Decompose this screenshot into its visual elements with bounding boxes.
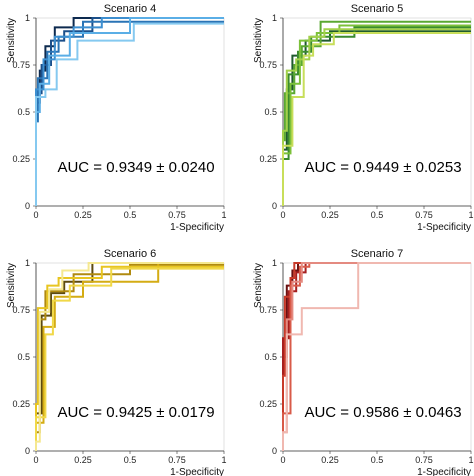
y-tick-label: 0.5 bbox=[264, 107, 277, 117]
x-axis-label: 1-Specificity bbox=[417, 467, 471, 476]
auc-annotation: AUC = 0.9425 ± 0.0179 bbox=[57, 404, 214, 421]
x-tick-label: 0 bbox=[33, 455, 38, 465]
x-tick-label: 0.75 bbox=[415, 455, 433, 465]
y-tick-label: 0 bbox=[25, 446, 30, 456]
y-tick-label: 1 bbox=[272, 13, 277, 23]
x-tick-label: 0.25 bbox=[321, 210, 339, 220]
x-tick-label: 0.25 bbox=[74, 455, 92, 465]
x-tick-label: 0.75 bbox=[168, 455, 186, 465]
roc-curve-3 bbox=[35, 20, 224, 206]
y-tick-label: 0.25 bbox=[12, 154, 30, 164]
x-tick-label: 0.75 bbox=[168, 210, 186, 220]
y-tick-label: 1 bbox=[25, 258, 30, 268]
y-tick-label: 1 bbox=[25, 13, 30, 23]
x-axis-label: 1-Specificity bbox=[170, 222, 224, 233]
roc-curve-4 bbox=[282, 24, 471, 206]
x-tick-label: 0.25 bbox=[74, 210, 92, 220]
roc-curve-1 bbox=[282, 30, 471, 206]
roc-curve-6 bbox=[282, 32, 471, 206]
roc-curve-3 bbox=[35, 262, 224, 451]
x-tick-label: 0.5 bbox=[124, 455, 137, 465]
x-axis-label: 1-Specificity bbox=[170, 467, 224, 476]
x-tick-label: 0.75 bbox=[415, 210, 433, 220]
y-tick-label: 0.25 bbox=[12, 399, 30, 409]
y-axis-label: Sensitivity bbox=[253, 18, 264, 63]
roc-curve-6 bbox=[35, 22, 224, 206]
auc-annotation: AUC = 0.9586 ± 0.0463 bbox=[304, 404, 461, 421]
roc-curve-1 bbox=[282, 262, 471, 451]
y-tick-label: 0.75 bbox=[12, 60, 30, 70]
roc-curve-4 bbox=[282, 262, 471, 451]
plot-frame bbox=[282, 262, 472, 452]
y-tick-label: 0.75 bbox=[12, 305, 30, 315]
x-tick-label: 1 bbox=[468, 210, 473, 220]
y-tick-label: 0.5 bbox=[17, 107, 30, 117]
y-tick-label: 0 bbox=[272, 201, 277, 211]
x-axis-label: 1-Specificity bbox=[417, 222, 471, 233]
x-tick-label: 0 bbox=[280, 210, 285, 220]
chart-title: Scenario 7 bbox=[351, 248, 404, 260]
chart-title: Scenario 6 bbox=[104, 248, 157, 260]
roc-curve-4 bbox=[35, 17, 224, 206]
y-tick-label: 0 bbox=[25, 201, 30, 211]
roc-curve-2 bbox=[35, 263, 224, 451]
roc-curve-3 bbox=[282, 20, 471, 206]
roc-curve-4 bbox=[35, 265, 224, 451]
y-axis-label: Sensitivity bbox=[253, 263, 264, 308]
x-tick-label: 0 bbox=[33, 210, 38, 220]
roc-curve-2 bbox=[282, 26, 471, 206]
y-tick-label: 0.25 bbox=[259, 154, 277, 164]
roc-panel-2: Scenario 5 0 0.25 0.5 0.75 1 0 0.25 0.5 0.75 1 1-Sp… bbox=[253, 3, 474, 233]
x-tick-label: 0.5 bbox=[371, 210, 384, 220]
plot-frame bbox=[35, 17, 225, 207]
roc-curve-2 bbox=[35, 17, 224, 206]
chart-title: Scenario 4 bbox=[104, 3, 157, 15]
roc-curve-2 bbox=[282, 262, 471, 451]
y-axis-label: Sensitivity bbox=[6, 18, 17, 63]
x-tick-label: 0.5 bbox=[124, 210, 137, 220]
x-tick-label: 1 bbox=[468, 455, 473, 465]
y-tick-label: 0.75 bbox=[259, 305, 277, 315]
y-tick-label: 0.25 bbox=[259, 399, 277, 409]
roc-panel-3: Scenario 6 0 0.25 0.5 0.75 1 0 0.25 0.5 0.75 1 1-Sp… bbox=[6, 248, 227, 476]
y-tick-label: 0.75 bbox=[259, 60, 277, 70]
chart-title: Scenario 5 bbox=[351, 3, 404, 15]
x-tick-label: 1 bbox=[221, 210, 226, 220]
y-tick-label: 1 bbox=[272, 258, 277, 268]
x-tick-label: 0.5 bbox=[371, 455, 384, 465]
roc-curve-6 bbox=[282, 262, 471, 451]
x-tick-label: 1 bbox=[221, 455, 226, 465]
y-tick-label: 0.5 bbox=[264, 352, 277, 362]
x-tick-label: 0 bbox=[280, 455, 285, 465]
roc-curve-1 bbox=[35, 17, 224, 206]
roc-panel-4: Scenario 7 0 0.25 0.5 0.75 1 0 0.25 0.5 0.75 1 1-Sp… bbox=[253, 248, 474, 476]
y-tick-label: 0 bbox=[272, 446, 277, 456]
roc-curve-5 bbox=[35, 267, 224, 451]
roc-curve-5 bbox=[282, 262, 471, 451]
auc-annotation: AUC = 0.9449 ± 0.0253 bbox=[304, 159, 461, 176]
roc-curve-3 bbox=[282, 262, 471, 451]
roc-curve-5 bbox=[282, 28, 471, 206]
x-tick-label: 0.25 bbox=[321, 455, 339, 465]
roc-curve-5 bbox=[35, 17, 224, 206]
y-axis-label: Sensitivity bbox=[6, 263, 17, 308]
roc-curve-6 bbox=[35, 262, 224, 451]
auc-annotation: AUC = 0.9349 ± 0.0240 bbox=[57, 159, 214, 176]
y-tick-label: 0.5 bbox=[17, 352, 30, 362]
roc-panel-1: Scenario 4 0 0.25 0.5 0.75 1 0 0.25 0.5 0.75 1 1-Sp… bbox=[6, 3, 227, 233]
